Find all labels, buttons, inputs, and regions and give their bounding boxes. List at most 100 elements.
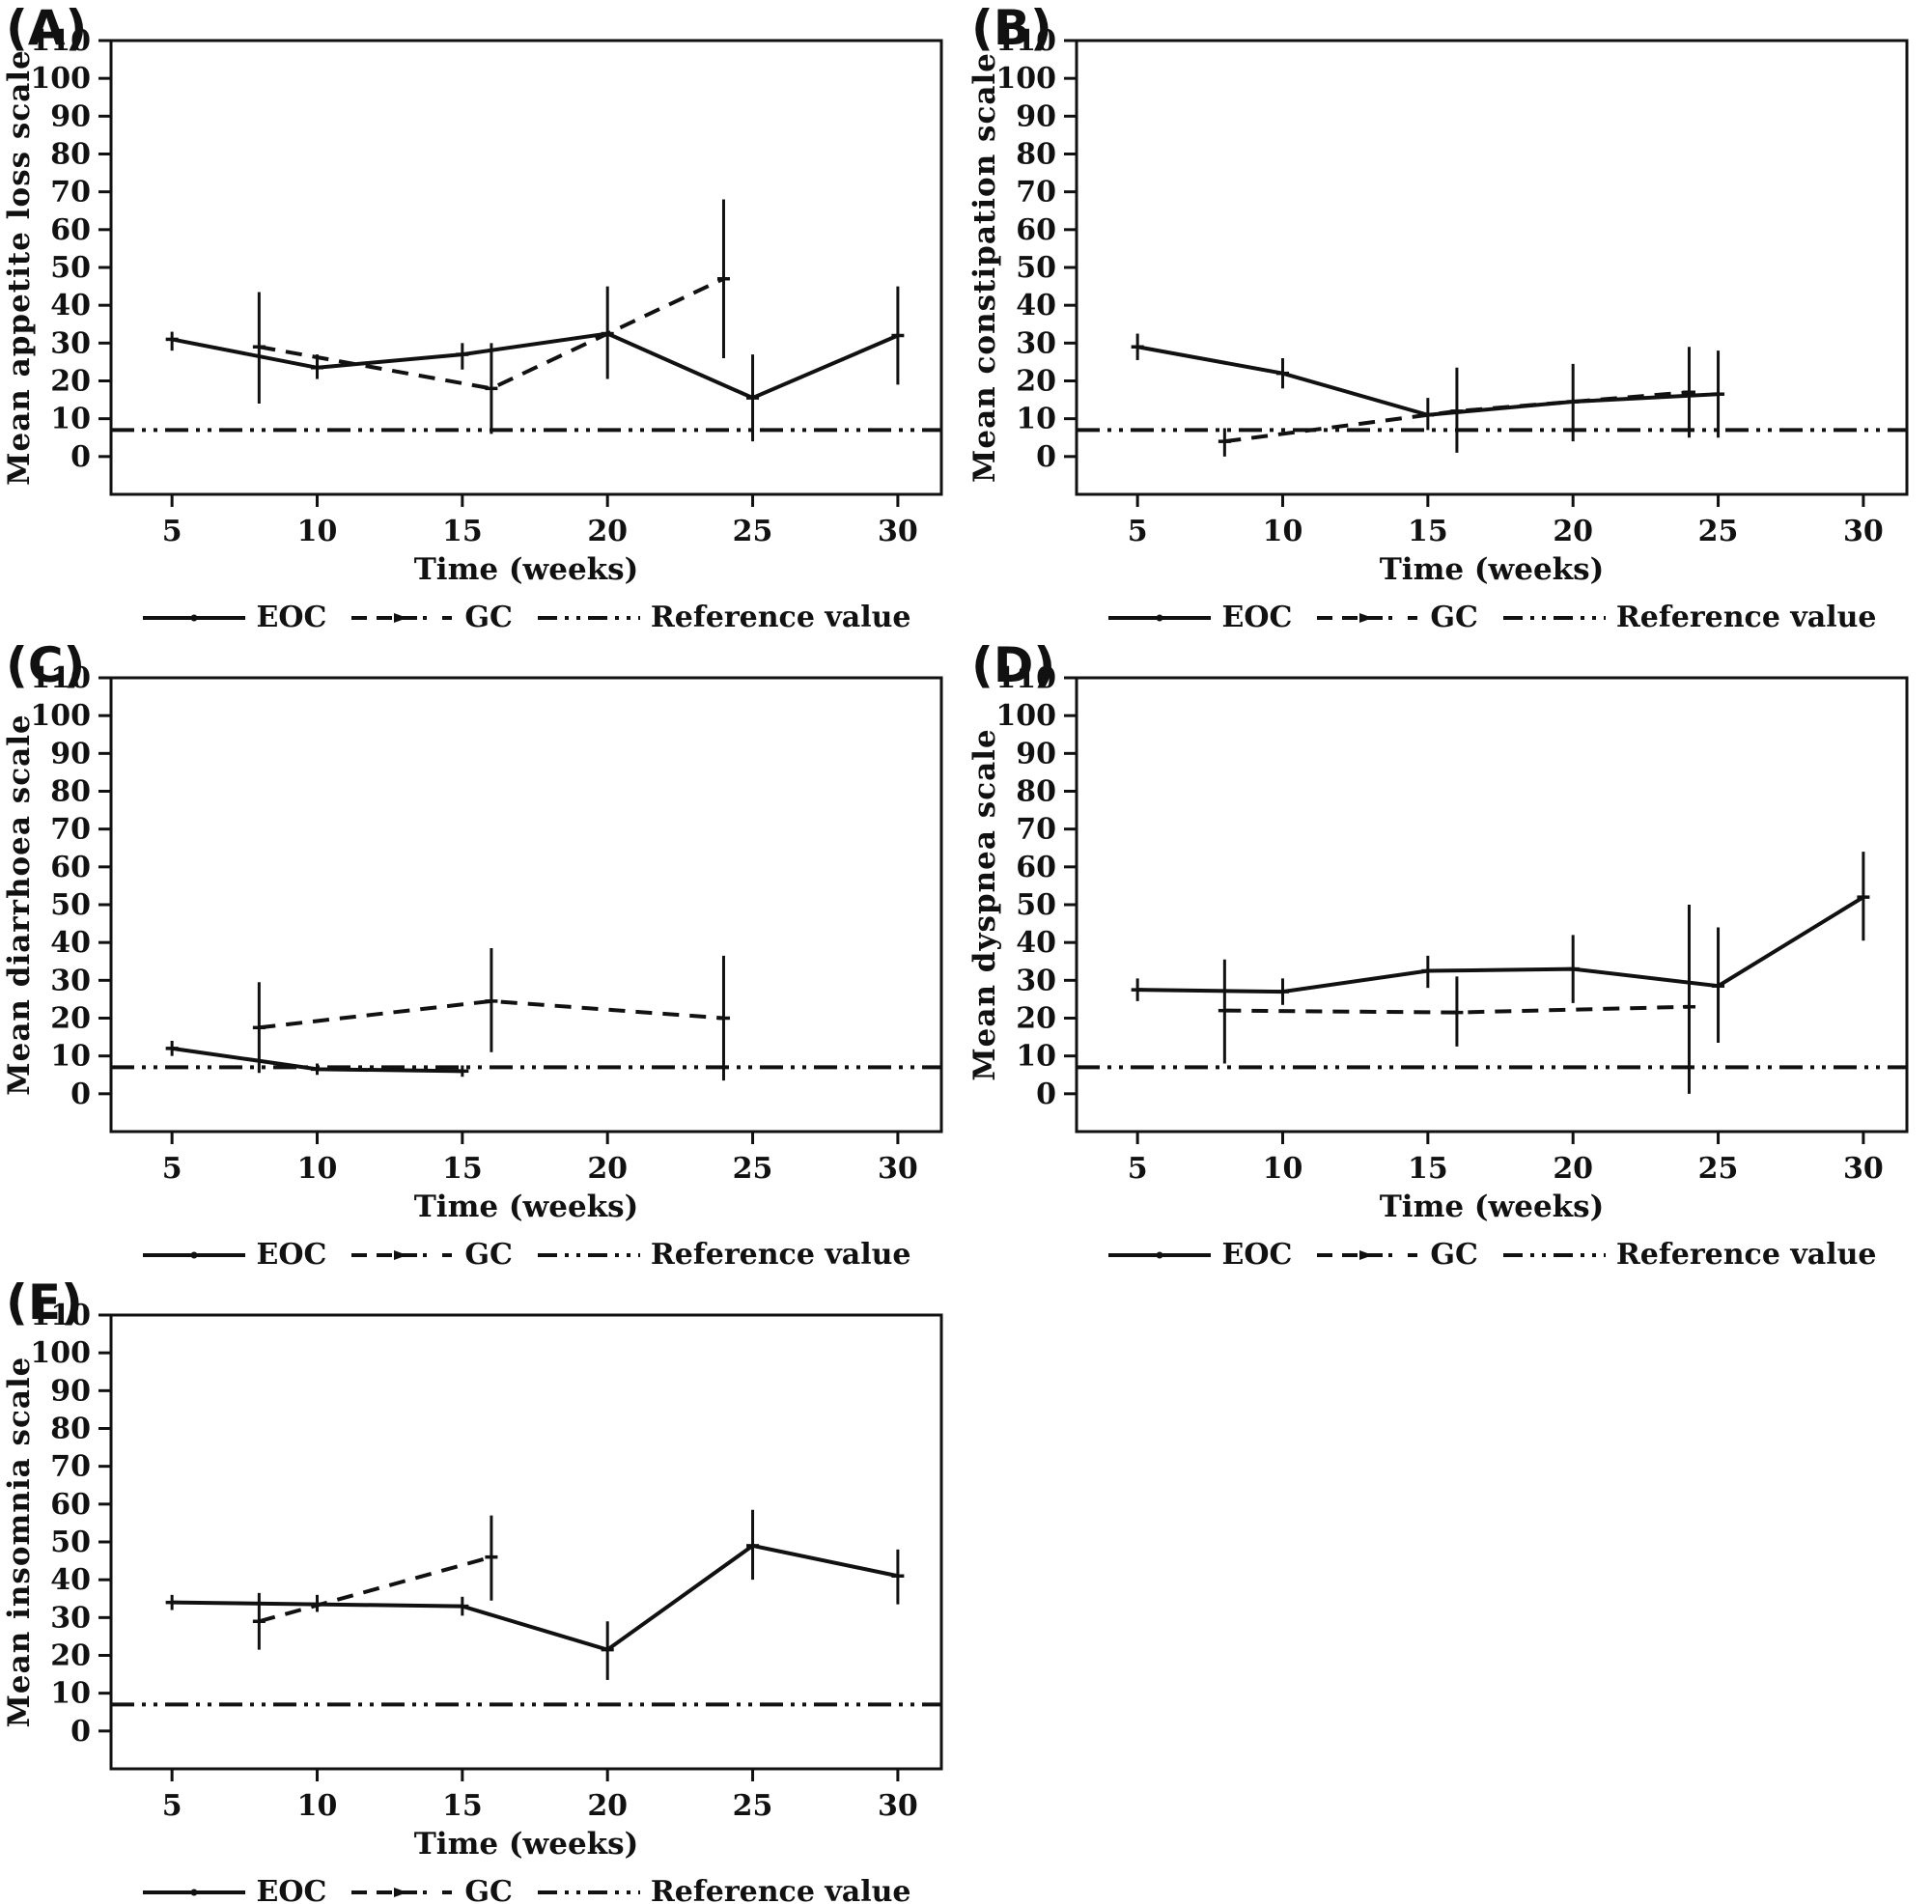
- legend-label-eoc: EOC: [256, 1875, 327, 1904]
- x-axis-title: Time (weeks): [413, 1827, 639, 1862]
- svg-text:110: 110: [30, 1299, 91, 1332]
- svg-text:80: 80: [50, 775, 91, 809]
- svg-text:50: 50: [1016, 251, 1056, 285]
- svg-text:Mean dyspnea scale: Mean dyspnea scale: [967, 728, 1002, 1080]
- legend: EOC GC Reference value: [111, 1238, 941, 1272]
- svg-text:0: 0: [70, 440, 91, 474]
- svg-text:10: 10: [297, 515, 338, 548]
- svg-text:110: 110: [30, 24, 91, 58]
- legend-item-reference: Reference value: [536, 1238, 911, 1272]
- chart-diarrhoea: 0 10 20 30 40 50 60 70 80 90 100 110 5 10 15 20 25 30 Mean…: [2, 661, 943, 1186]
- svg-text:20: 20: [50, 1002, 91, 1036]
- svg-text:20: 20: [1553, 1152, 1593, 1186]
- legend-label-gc: GC: [464, 601, 513, 634]
- svg-text:20: 20: [587, 1152, 628, 1186]
- reference-line-icon: [537, 615, 640, 620]
- svg-text:20: 20: [1553, 515, 1593, 548]
- svg-text:15: 15: [442, 1152, 483, 1186]
- svg-text:10: 10: [297, 1152, 338, 1186]
- panel-d-letter: (D): [971, 637, 1056, 693]
- panel-b: (B) 0 10 20 30 40 50 60 70 80 90 100 110 5 10 15 20 25 30…: [966, 0, 1932, 637]
- legend: EOC GC Reference value: [1077, 601, 1907, 634]
- svg-text:5: 5: [1128, 1152, 1148, 1186]
- svg-text:30: 30: [878, 1789, 918, 1823]
- svg-text:110: 110: [995, 661, 1056, 695]
- legend-item-eoc: EOC: [141, 601, 326, 634]
- svg-text:40: 40: [1016, 289, 1056, 322]
- gc-line-icon: [351, 1249, 455, 1260]
- svg-text:90: 90: [1016, 737, 1056, 770]
- svg-text:30: 30: [50, 964, 91, 997]
- svg-text:Mean constipation scale: Mean constipation scale: [967, 52, 1002, 483]
- legend-item-gc: GC: [350, 601, 513, 634]
- svg-text:60: 60: [50, 213, 91, 247]
- svg-text:25: 25: [733, 1152, 773, 1186]
- svg-text:50: 50: [50, 1526, 91, 1559]
- svg-text:15: 15: [442, 1789, 483, 1823]
- panel-b-letter: (B): [971, 0, 1052, 56]
- legend-item-eoc: EOC: [1106, 1238, 1292, 1272]
- svg-text:10: 10: [50, 1040, 91, 1074]
- svg-text:0: 0: [1036, 1078, 1056, 1111]
- svg-text:50: 50: [50, 251, 91, 285]
- legend-label-eoc: EOC: [1221, 601, 1293, 634]
- svg-text:30: 30: [878, 515, 918, 548]
- svg-text:80: 80: [50, 138, 91, 172]
- svg-text:90: 90: [50, 99, 91, 133]
- panel-e-letter: (E): [6, 1274, 83, 1330]
- svg-text:30: 30: [1016, 326, 1056, 360]
- svg-text:5: 5: [1128, 515, 1148, 548]
- legend-label-reference: Reference value: [1615, 601, 1877, 634]
- chart-insomnia: 0 10 20 30 40 50 60 70 80 90 100 110 5 10 15 20 25 30 Mean…: [2, 1299, 943, 1823]
- legend-label-gc: GC: [1430, 601, 1478, 634]
- svg-text:110: 110: [995, 24, 1056, 58]
- reference-line-icon: [537, 1252, 640, 1257]
- svg-text:15: 15: [1408, 515, 1448, 548]
- svg-text:10: 10: [297, 1789, 338, 1823]
- svg-text:100: 100: [30, 62, 91, 96]
- panel-e: (E) 0 10 20 30 40 50 60 70 80 90 100 110 5 10 15 20 25 30…: [0, 1274, 966, 1904]
- reference-line-icon: [1502, 1252, 1606, 1257]
- svg-text:40: 40: [50, 926, 91, 960]
- legend-label-eoc: EOC: [256, 1238, 327, 1272]
- svg-text:40: 40: [50, 289, 91, 322]
- svg-text:70: 70: [50, 813, 91, 847]
- svg-text:60: 60: [1016, 851, 1056, 884]
- panel-c: (C) 0 10 20 30 40 50 60 70 80 90 100 110 5 10 15 20 25 30…: [0, 637, 966, 1274]
- svg-text:20: 20: [1016, 1002, 1056, 1036]
- legend-item-gc: GC: [1315, 1238, 1478, 1272]
- panel-d: (D) 0 10 20 30 40 50 60 70 80 90 100 110 5 10 15 20 25 30…: [966, 637, 1932, 1274]
- legend-item-reference: Reference value: [536, 1875, 911, 1904]
- legend: EOC GC Reference value: [1077, 1238, 1907, 1272]
- x-axis-title: Time (weeks): [1379, 552, 1605, 587]
- legend-label-gc: GC: [1430, 1238, 1478, 1272]
- eoc-line-icon: [143, 1251, 246, 1258]
- legend-item-gc: GC: [350, 1238, 513, 1272]
- panel-a-letter: (A): [6, 0, 88, 56]
- svg-text:30: 30: [1843, 515, 1884, 548]
- eoc-line-icon: [1108, 1251, 1212, 1258]
- eoc-line-icon: [143, 1889, 246, 1895]
- svg-text:100: 100: [30, 699, 91, 733]
- gc-line-icon: [1317, 612, 1420, 623]
- svg-text:15: 15: [1408, 1152, 1448, 1186]
- reference-line-icon: [1502, 615, 1606, 620]
- eoc-line-icon: [1108, 614, 1212, 621]
- svg-text:Mean appetite loss scale: Mean appetite loss scale: [2, 49, 37, 486]
- svg-text:110: 110: [30, 661, 91, 695]
- svg-text:70: 70: [50, 176, 91, 210]
- x-axis-title: Time (weeks): [413, 1190, 639, 1224]
- svg-text:100: 100: [30, 1336, 91, 1370]
- svg-text:90: 90: [1016, 99, 1056, 133]
- legend-label-gc: GC: [464, 1875, 513, 1904]
- svg-text:50: 50: [50, 888, 91, 922]
- eoc-line-icon: [143, 614, 246, 621]
- svg-text:20: 20: [1016, 365, 1056, 399]
- svg-text:30: 30: [878, 1152, 918, 1186]
- svg-text:20: 20: [50, 365, 91, 399]
- svg-text:30: 30: [1016, 964, 1056, 997]
- svg-text:90: 90: [50, 737, 91, 770]
